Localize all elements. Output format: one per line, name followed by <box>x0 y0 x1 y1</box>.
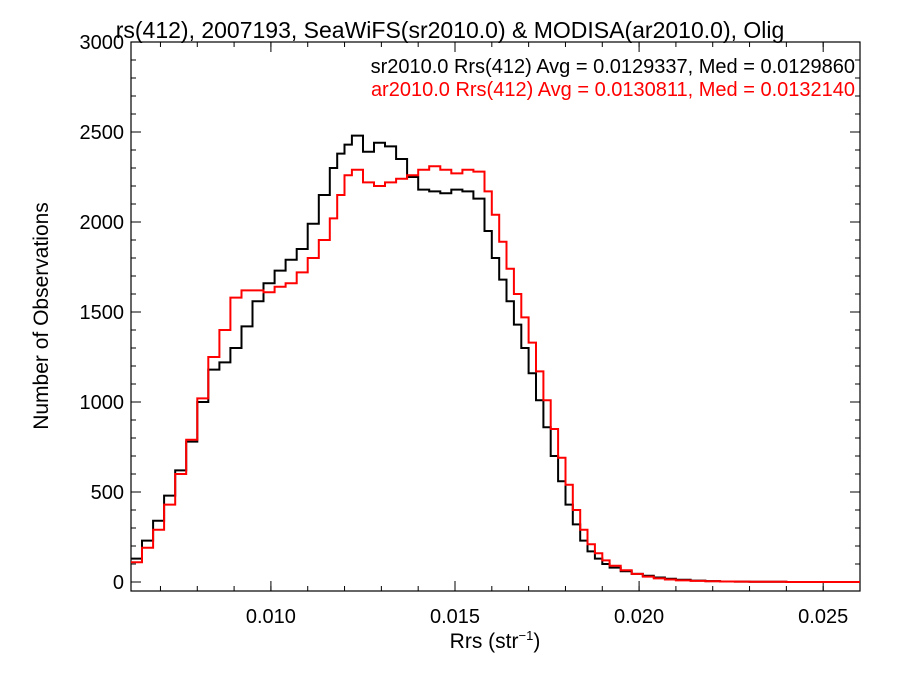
series-line-1 <box>131 165 860 583</box>
y-axis-label: Number of Observations <box>30 202 53 430</box>
y-tick-label: 1500 <box>80 302 125 324</box>
chart-title: rs(412), 2007193, SeaWiFS(sr2010.0) & MO… <box>116 17 785 43</box>
y-tick-label: 1000 <box>80 392 125 414</box>
plot-frame <box>130 41 861 592</box>
x-axis-label-end: ) <box>533 630 540 653</box>
y-tick-label: 0 <box>113 572 124 594</box>
x-tick-label: 0.015 <box>430 606 480 628</box>
y-tick-label: 500 <box>91 482 124 504</box>
x-tick-label: 0.025 <box>798 606 848 628</box>
y-tick-label: 3000 <box>80 32 125 54</box>
legend-entry-red: ar2010.0 Rrs(412) Avg = 0.0130811, Med =… <box>371 79 855 101</box>
y-axis: 0 500 1000 1500 2000 2500 3000 <box>80 32 860 594</box>
y-tick-label: 2500 <box>80 122 125 144</box>
x-axis-label-superscript: −1 <box>519 628 534 643</box>
x-axis-label: Rrs (str−1) <box>450 628 541 653</box>
x-tick-label: 0.010 <box>246 606 296 628</box>
legend-entry-black: sr2010.0 Rrs(412) Avg = 0.0129337, Med =… <box>371 56 855 78</box>
x-axis: 0.010 0.015 0.020 0.025 <box>159 42 848 628</box>
series-group <box>131 134 860 583</box>
y-tick-label: 2000 <box>80 212 125 234</box>
series-line-0 <box>131 134 860 583</box>
x-tick-label: 0.020 <box>614 606 664 628</box>
